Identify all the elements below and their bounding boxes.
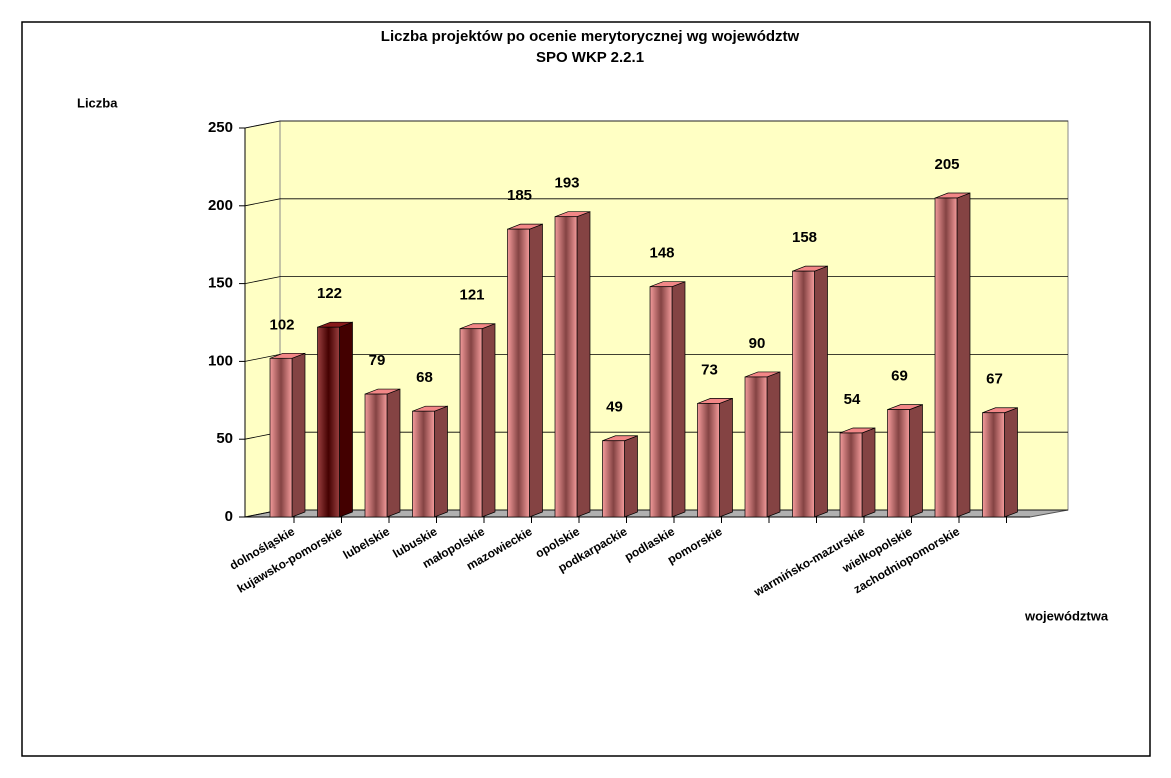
data-label: 122 [317, 285, 342, 302]
bar-side [719, 397, 733, 518]
bar-front [649, 286, 673, 518]
bar [697, 397, 733, 518]
data-label: 158 [792, 229, 817, 246]
bar-side [434, 405, 448, 518]
data-label: 49 [606, 399, 623, 416]
data-label: 90 [749, 335, 766, 352]
bar-front [934, 197, 958, 518]
bar-side [339, 321, 353, 518]
bar-side [671, 281, 686, 518]
bar-side [766, 371, 781, 518]
data-label: 73 [701, 361, 718, 378]
bar-side [1004, 407, 1018, 518]
data-label: 68 [416, 369, 433, 386]
y-tick-label: 0 [225, 508, 233, 525]
bar-front [792, 270, 815, 518]
bar-front [364, 393, 388, 518]
bar-front [269, 357, 293, 518]
data-label: 185 [507, 187, 532, 204]
data-label: 102 [269, 316, 294, 333]
bar [839, 427, 876, 518]
bar-side [529, 223, 543, 518]
y-tick-label: 50 [216, 430, 233, 447]
bar-front [839, 432, 863, 518]
bar [934, 192, 971, 518]
bar-front [602, 440, 625, 518]
data-label: 79 [369, 352, 386, 369]
bar-side [481, 323, 496, 518]
y-tick-label: 250 [208, 119, 233, 136]
bar-front [887, 409, 910, 518]
data-label: 69 [891, 368, 908, 385]
bar-front [982, 412, 1005, 518]
bar [459, 323, 496, 518]
bar-front [697, 403, 720, 518]
bar-front [554, 216, 578, 518]
chart-subtitle: SPO WKP 2.2.1 [536, 49, 644, 66]
bar [649, 281, 686, 518]
y-tick-label: 200 [208, 197, 233, 214]
bar-front [317, 326, 340, 518]
bar-side [386, 388, 401, 518]
bar [269, 352, 306, 518]
bar [792, 265, 828, 518]
bar [412, 405, 448, 518]
bar-side [909, 404, 923, 518]
y-tick-label: 100 [208, 352, 233, 369]
bar [554, 211, 591, 518]
bar-side [624, 435, 638, 518]
x-axis-label: województwa [1024, 608, 1109, 623]
bar-front [744, 376, 768, 518]
grid-line [244, 120, 1068, 129]
bar [744, 371, 781, 518]
bar-front [412, 410, 435, 518]
data-label: 121 [459, 287, 484, 304]
chart-title: Liczba projektów po ocenie merytorycznej… [381, 28, 800, 45]
y-tick-label: 150 [208, 275, 233, 292]
bar [507, 223, 543, 518]
data-label: 148 [649, 245, 674, 262]
bar-side [291, 352, 306, 518]
bar [602, 435, 638, 518]
data-label: 67 [986, 371, 1003, 388]
bar-front [459, 328, 483, 518]
bar [982, 407, 1018, 518]
y-axis-label: Liczba [77, 95, 118, 110]
data-label: 54 [844, 391, 861, 408]
bar-side [814, 265, 828, 518]
bar-side [956, 192, 971, 518]
data-label: 205 [934, 156, 959, 173]
bar [317, 321, 353, 518]
bar [887, 404, 923, 518]
bar [364, 388, 401, 518]
data-label: 193 [554, 175, 579, 192]
bar-side [861, 427, 876, 518]
bar-front [507, 228, 530, 518]
bar-side [576, 211, 591, 518]
grid-line [244, 198, 1068, 207]
